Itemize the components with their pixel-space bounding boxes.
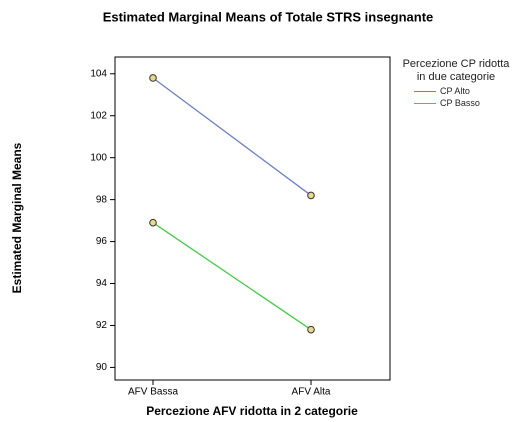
legend-entry: CP Alto	[400, 86, 512, 96]
point-marker	[149, 218, 157, 227]
y-tick-label: 100	[90, 152, 107, 163]
legend-swatch	[414, 102, 436, 104]
legend-entry: CP Basso	[400, 98, 512, 108]
legend-label: CP Alto	[440, 86, 470, 96]
y-axis-label: Estimated Marginal Means	[10, 142, 24, 293]
point-marker	[149, 74, 157, 82]
legend-title: Percezione CP ridotta in due categorie	[402, 58, 510, 83]
series-line	[152, 222, 312, 331]
legend-swatch	[414, 90, 436, 92]
y-tick-label: 104	[90, 68, 107, 79]
x-tick-label: AFV Alta	[292, 387, 331, 398]
y-tick-label: 102	[90, 110, 107, 121]
x-axis-label: Percezione AFV ridotta in 2 categorie	[146, 404, 358, 418]
plot-frame	[114, 56, 391, 381]
y-tick-label: 94	[96, 278, 108, 289]
y-tick-label: 98	[96, 194, 108, 205]
series-line	[152, 77, 312, 196]
legend: Percezione CP ridotta in due categorie C…	[400, 58, 512, 108]
y-tick-label: 90	[96, 362, 108, 373]
point-marker	[307, 191, 315, 200]
point-marker	[307, 325, 315, 334]
x-tick-label: AFV Bassa	[128, 387, 178, 398]
legend-label: CP Basso	[440, 98, 480, 108]
chart-title: Estimated Marginal Means of Totale STRS …	[103, 9, 434, 24]
y-tick-label: 92	[96, 320, 108, 331]
y-tick-label: 96	[96, 236, 108, 247]
